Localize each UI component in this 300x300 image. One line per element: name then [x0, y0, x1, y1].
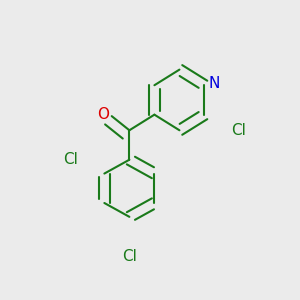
- Text: Cl: Cl: [63, 152, 78, 167]
- Text: Cl: Cl: [122, 249, 137, 264]
- Text: Cl: Cl: [231, 123, 246, 138]
- Text: N: N: [208, 76, 220, 91]
- Text: O: O: [97, 107, 109, 122]
